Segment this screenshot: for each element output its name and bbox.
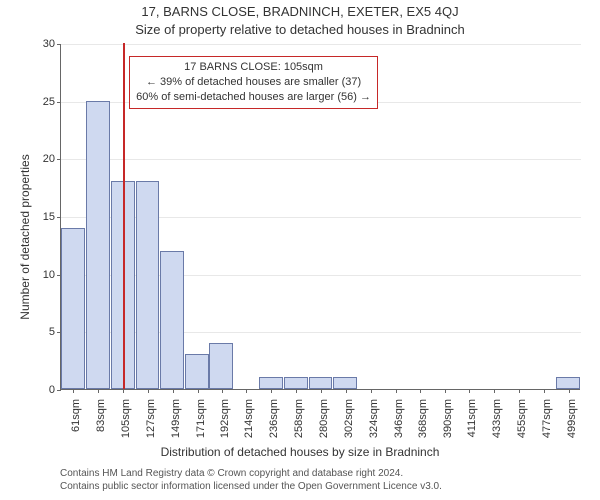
histogram-bar bbox=[259, 377, 283, 389]
histogram-bar bbox=[61, 228, 85, 389]
copyright-line: Contains public sector information licen… bbox=[60, 481, 442, 494]
x-tick bbox=[569, 389, 570, 393]
histogram-bar bbox=[86, 101, 110, 389]
y-tick-label: 0 bbox=[25, 384, 55, 396]
x-tick bbox=[396, 389, 397, 393]
histogram-bar bbox=[185, 354, 209, 389]
histogram-bar bbox=[209, 343, 233, 389]
y-tick-label: 10 bbox=[25, 269, 55, 281]
x-tick bbox=[371, 389, 372, 393]
callout-line: ← 39% of detached houses are smaller (37… bbox=[136, 75, 371, 90]
x-tick bbox=[420, 389, 421, 393]
y-tick-label: 5 bbox=[25, 326, 55, 338]
histogram-bar bbox=[556, 377, 580, 389]
histogram-bar bbox=[333, 377, 357, 389]
x-tick bbox=[469, 389, 470, 393]
histogram-bar bbox=[309, 377, 333, 389]
x-tick bbox=[222, 389, 223, 393]
plot-area: 05101520253061sqm83sqm105sqm127sqm149sqm… bbox=[60, 44, 580, 390]
x-tick bbox=[494, 389, 495, 393]
histogram-bar bbox=[160, 251, 184, 389]
x-tick bbox=[123, 389, 124, 393]
grid-line bbox=[61, 159, 581, 160]
copyright-notice: Contains HM Land Registry data © Crown c… bbox=[60, 468, 442, 493]
histogram-bar bbox=[136, 181, 160, 389]
x-tick bbox=[98, 389, 99, 393]
callout-line: 17 BARNS CLOSE: 105sqm bbox=[136, 60, 371, 75]
x-tick bbox=[148, 389, 149, 393]
y-tick-label: 25 bbox=[25, 96, 55, 108]
x-tick bbox=[544, 389, 545, 393]
x-tick bbox=[346, 389, 347, 393]
x-tick bbox=[321, 389, 322, 393]
y-tick-label: 20 bbox=[25, 153, 55, 165]
y-tick bbox=[57, 44, 61, 45]
x-axis-label: Distribution of detached houses by size … bbox=[0, 445, 600, 459]
histogram-bar bbox=[284, 377, 308, 389]
y-tick-label: 15 bbox=[25, 211, 55, 223]
x-tick bbox=[445, 389, 446, 393]
copyright-line: Contains HM Land Registry data © Crown c… bbox=[60, 468, 442, 481]
y-tick bbox=[57, 102, 61, 103]
x-tick bbox=[73, 389, 74, 393]
x-tick bbox=[296, 389, 297, 393]
chart-container: 17, BARNS CLOSE, BRADNINCH, EXETER, EX5 … bbox=[0, 0, 600, 500]
x-tick bbox=[519, 389, 520, 393]
x-tick bbox=[198, 389, 199, 393]
x-tick bbox=[246, 389, 247, 393]
callout-box: 17 BARNS CLOSE: 105sqm← 39% of detached … bbox=[129, 56, 378, 109]
y-tick bbox=[57, 159, 61, 160]
grid-line bbox=[61, 44, 581, 45]
y-tick-label: 30 bbox=[25, 38, 55, 50]
x-tick bbox=[271, 389, 272, 393]
x-tick bbox=[173, 389, 174, 393]
page-title: 17, BARNS CLOSE, BRADNINCH, EXETER, EX5 … bbox=[0, 4, 600, 19]
callout-line: 60% of semi-detached houses are larger (… bbox=[136, 90, 371, 105]
highlight-marker bbox=[123, 43, 125, 389]
y-tick bbox=[57, 390, 61, 391]
y-tick bbox=[57, 217, 61, 218]
y-axis-label: Number of detached properties bbox=[18, 62, 32, 412]
page-subtitle: Size of property relative to detached ho… bbox=[0, 22, 600, 37]
